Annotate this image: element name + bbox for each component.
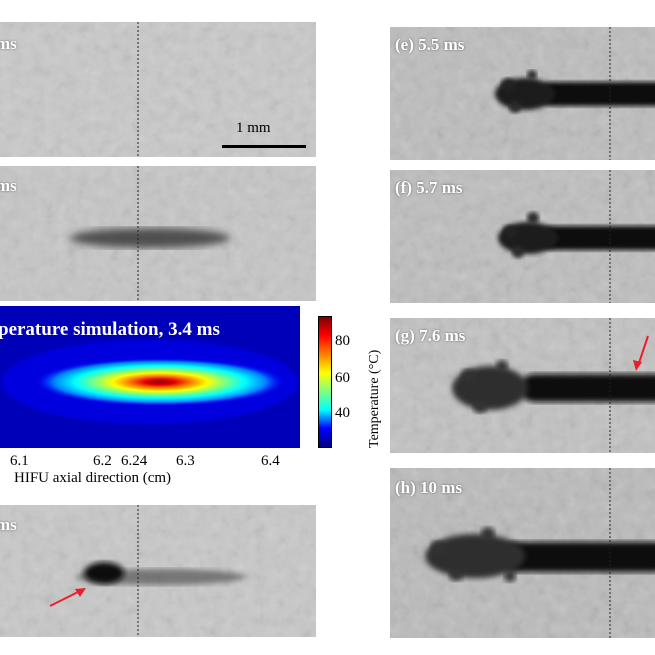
arrow-d-head [75, 588, 86, 597]
panel-d-image [0, 505, 316, 637]
colorbar-tick-40: 40 [335, 405, 350, 421]
panel-h-image [390, 468, 655, 638]
panel-b: ms [0, 166, 316, 301]
panel-e-image [390, 27, 655, 160]
panel-f-image [390, 170, 655, 303]
panel-b-image [0, 166, 316, 301]
x-tick-6-2: 6.2 [93, 453, 112, 469]
panel-g: (g) 7.6 ms [390, 318, 655, 453]
colorbar [318, 316, 332, 448]
x-tick-6-1: 6.1 [10, 453, 29, 469]
colorbar-label: Temperature (°C) [367, 349, 382, 448]
colorbar-tick-80: 80 [335, 333, 350, 349]
panel-e: (e) 5.5 ms [390, 27, 655, 160]
panel-d: ms [0, 505, 316, 637]
x-axis-label: HIFU axial direction (cm) [14, 470, 172, 486]
panel-d-label: ms [0, 515, 17, 534]
panel-h-label: (h) 10 ms [395, 478, 463, 497]
panel-g-image [390, 318, 655, 453]
panel-f: (f) 5.7 ms [390, 170, 655, 303]
panel-a: ms [0, 22, 316, 157]
simulation-heatmap: perature simulation, 3.4 ms [0, 306, 300, 448]
colorbar-tick-60: 60 [335, 370, 350, 386]
x-tick-6-24: 6.24 [121, 453, 148, 469]
arrow-g-shaft [638, 335, 649, 364]
scale-bar [222, 145, 306, 148]
panel-h: (h) 10 ms [390, 468, 655, 638]
panel-b-label: ms [0, 176, 17, 195]
simulation-heatmap-image [0, 306, 300, 448]
panel-a-image [0, 22, 316, 157]
simulation-title: perature simulation, 3.4 ms [0, 319, 220, 340]
arrow-g-head [633, 360, 642, 371]
panel-f-label: (f) 5.7 ms [395, 178, 463, 197]
panel-a-label: ms [0, 34, 17, 53]
x-tick-6-4: 6.4 [261, 453, 280, 469]
x-tick-6-3: 6.3 [176, 453, 195, 469]
arrow-d-shaft [49, 590, 81, 607]
panel-e-label: (e) 5.5 ms [395, 35, 465, 54]
panel-g-label: (g) 7.6 ms [395, 326, 466, 345]
scale-bar-label: 1 mm [236, 120, 271, 136]
